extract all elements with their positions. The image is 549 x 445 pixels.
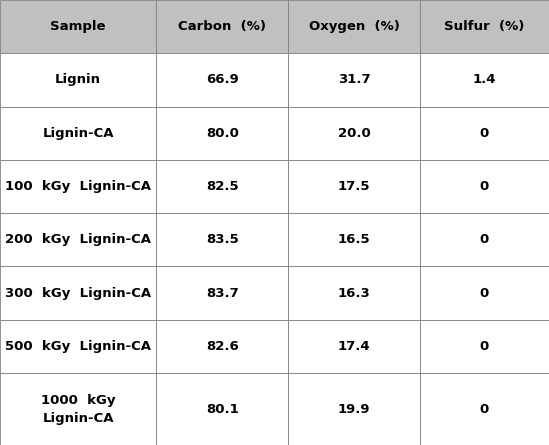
Bar (0, 53, 156, 107)
Bar (0, 320, 156, 373)
Text: 83.5: 83.5 (206, 233, 239, 247)
Bar (0, 213, 156, 267)
Bar (288, 213, 420, 267)
Text: 0: 0 (480, 180, 489, 193)
Bar (156, 267, 288, 320)
Text: 80.0: 80.0 (206, 127, 239, 140)
Bar (288, 160, 420, 213)
Bar (156, 0, 288, 53)
Text: 16.3: 16.3 (338, 287, 371, 299)
Text: 17.4: 17.4 (338, 340, 371, 353)
Text: 100  kGy  Lignin-CA: 100 kGy Lignin-CA (5, 180, 151, 193)
Text: 83.7: 83.7 (206, 287, 239, 299)
Bar (288, 267, 420, 320)
Bar (420, 160, 549, 213)
Bar (288, 373, 420, 445)
Text: 200  kGy  Lignin-CA: 200 kGy Lignin-CA (5, 233, 151, 247)
Text: Lignin: Lignin (55, 73, 101, 86)
Text: 17.5: 17.5 (338, 180, 371, 193)
Bar (420, 267, 549, 320)
Text: 16.5: 16.5 (338, 233, 371, 247)
Bar (0, 0, 156, 53)
Bar (420, 107, 549, 160)
Text: Lignin-CA: Lignin-CA (42, 127, 114, 140)
Bar (156, 373, 288, 445)
Bar (288, 53, 420, 107)
Bar (288, 107, 420, 160)
Bar (288, 0, 420, 53)
Text: 0: 0 (480, 233, 489, 247)
Text: 80.1: 80.1 (206, 403, 239, 416)
Text: Carbon  (%): Carbon (%) (178, 20, 266, 33)
Text: Sulfur  (%): Sulfur (%) (444, 20, 525, 33)
Text: 66.9: 66.9 (206, 73, 239, 86)
Text: 0: 0 (480, 127, 489, 140)
Text: Sample: Sample (51, 20, 106, 33)
Bar (0, 267, 156, 320)
Text: Oxygen  (%): Oxygen (%) (309, 20, 400, 33)
Bar (156, 107, 288, 160)
Bar (420, 53, 549, 107)
Text: 20.0: 20.0 (338, 127, 371, 140)
Bar (156, 53, 288, 107)
Bar (0, 107, 156, 160)
Text: 0: 0 (480, 340, 489, 353)
Text: 1.4: 1.4 (473, 73, 496, 86)
Bar (420, 373, 549, 445)
Bar (156, 213, 288, 267)
Text: 19.9: 19.9 (338, 403, 371, 416)
Text: 300  kGy  Lignin-CA: 300 kGy Lignin-CA (5, 287, 152, 299)
Bar (420, 0, 549, 53)
Text: 500  kGy  Lignin-CA: 500 kGy Lignin-CA (5, 340, 151, 353)
Text: 1000  kGy
Lignin-CA: 1000 kGy Lignin-CA (41, 393, 115, 425)
Bar (156, 160, 288, 213)
Text: 31.7: 31.7 (338, 73, 371, 86)
Bar (0, 160, 156, 213)
Bar (156, 320, 288, 373)
Bar (420, 320, 549, 373)
Text: 82.5: 82.5 (206, 180, 239, 193)
Text: 0: 0 (480, 403, 489, 416)
Bar (288, 320, 420, 373)
Bar (0, 373, 156, 445)
Text: 82.6: 82.6 (206, 340, 239, 353)
Bar (420, 213, 549, 267)
Text: 0: 0 (480, 287, 489, 299)
